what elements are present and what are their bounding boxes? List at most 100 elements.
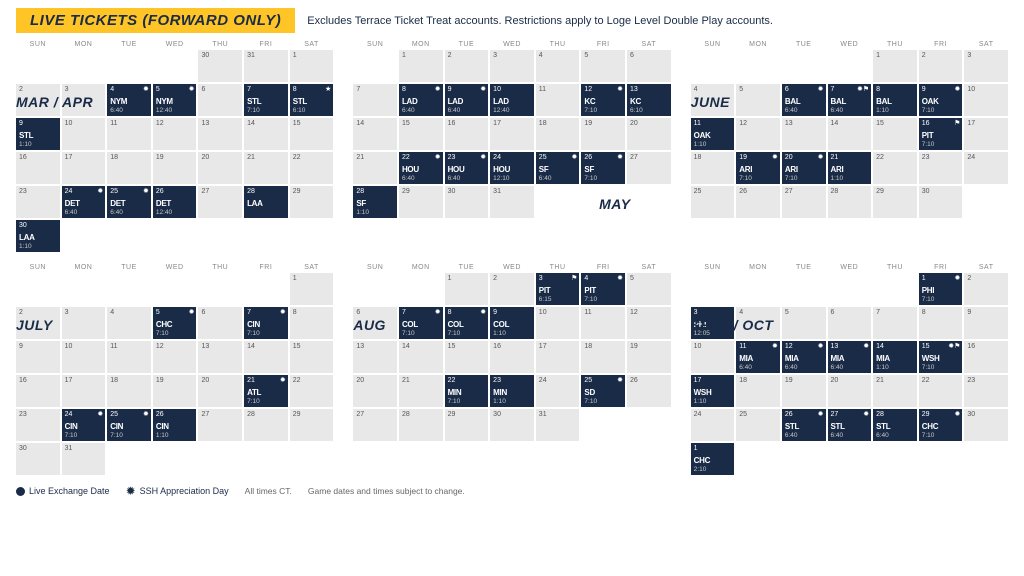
day-number: 23 xyxy=(19,188,27,195)
day-cell: 26 xyxy=(736,186,780,218)
day-number: 16 xyxy=(19,154,27,161)
dow-label: FRI xyxy=(581,41,625,48)
day-cell: 10LAD12:40 xyxy=(490,84,534,116)
game-time: 6:40 xyxy=(448,107,461,114)
day-cell: 21ATL7:10✹ xyxy=(244,375,288,407)
day-cell: 31 xyxy=(244,50,288,82)
legend-live: Live Exchange Date xyxy=(16,486,110,496)
day-number: 2 xyxy=(19,86,23,93)
day-cell: 20 xyxy=(828,375,872,407)
opponent: CHC xyxy=(694,456,710,465)
opponent: LAA xyxy=(247,199,263,208)
day-cell: 4NYM6:40✹ xyxy=(107,84,151,116)
day-number: 9 xyxy=(19,343,23,350)
day-number: 16 xyxy=(922,120,930,127)
opponent: STL xyxy=(876,422,890,431)
day-cell: 29 xyxy=(290,186,334,218)
day-cell xyxy=(62,50,106,82)
day-cell: 30 xyxy=(445,186,489,218)
dow-label: FRI xyxy=(244,264,288,271)
day-cell xyxy=(62,273,106,305)
day-cell: 27 xyxy=(198,409,242,441)
day-number: 11 xyxy=(584,309,591,316)
game-time: 6:40 xyxy=(831,432,844,439)
day-cell: 28 xyxy=(399,409,443,441)
day-number: 21 xyxy=(356,154,364,161)
day-number: 23 xyxy=(493,377,501,384)
day-number: 8 xyxy=(448,309,452,316)
day-number: 15 xyxy=(448,343,456,350)
day-number: 6 xyxy=(630,52,634,59)
day-number: 3 xyxy=(65,309,69,316)
day-icon: ✹ xyxy=(480,309,486,316)
day-number: 26 xyxy=(156,188,164,195)
day-cell: 11MIA6:40✹ xyxy=(736,341,780,373)
day-number: 28 xyxy=(831,188,839,195)
day-number: 25 xyxy=(584,377,592,384)
game-time: 7:10 xyxy=(584,398,597,405)
day-cell xyxy=(964,443,1008,475)
day-number: 14 xyxy=(876,343,884,350)
dow-label: WED xyxy=(153,41,197,48)
day-number: 7 xyxy=(247,309,251,316)
opponent: DET xyxy=(110,199,125,208)
day-cell: 8 xyxy=(919,307,963,339)
day-icon: ⚑ xyxy=(954,120,960,127)
day-cell: 2 xyxy=(445,50,489,82)
day-cell: 27STL6:40✹ xyxy=(828,409,872,441)
month-title: JULY xyxy=(16,317,53,333)
day-cell xyxy=(581,409,625,441)
day-cell xyxy=(828,273,872,305)
footer-note-2: Game dates and times subject to change. xyxy=(308,486,465,496)
day-cell xyxy=(919,443,963,475)
day-number: 2 xyxy=(448,52,452,59)
day-cell: 24 xyxy=(964,152,1008,184)
day-number: 30 xyxy=(19,445,27,452)
footer: Live Exchange Date ✹ SSH Appreciation Da… xyxy=(16,485,1008,497)
day-cell: 19 xyxy=(153,152,197,184)
dow-label: SAT xyxy=(627,264,671,271)
opponent: PIT xyxy=(539,286,551,295)
day-number: 10 xyxy=(539,309,547,316)
day-cell xyxy=(198,273,242,305)
day-number: 4 xyxy=(584,275,588,282)
day-icon: ✹ xyxy=(818,86,824,93)
opponent: STL xyxy=(785,422,799,431)
dow-label: TUE xyxy=(107,264,151,271)
opponent: NYM xyxy=(110,97,127,106)
day-cell: 12KC7:10✹ xyxy=(581,84,625,116)
day-cell: 17 xyxy=(964,118,1008,150)
month: SUNMONTUEWEDTHUFRISAT123PIT6:15⚑4PIT7:10… xyxy=(353,264,670,475)
day-cell xyxy=(353,273,397,305)
day-cell: 23MIN1:10 xyxy=(490,375,534,407)
dow-label: SUN xyxy=(691,264,735,271)
game-time: 7:10 xyxy=(922,107,935,114)
day-cell: 10 xyxy=(62,118,106,150)
opponent: ARI xyxy=(785,165,798,174)
opponent: MIN xyxy=(448,388,462,397)
day-cell xyxy=(107,443,151,475)
legend-live-label: Live Exchange Date xyxy=(29,486,110,496)
day-number: 5 xyxy=(739,86,743,93)
dow-label: WED xyxy=(153,264,197,271)
day-icon: ✹ xyxy=(572,154,578,161)
day-cell: 18 xyxy=(691,152,735,184)
calendar: 1PHI7:10✹23PHI12:054567891011MIA6:40✹12M… xyxy=(691,273,1008,475)
day-number: 24 xyxy=(65,188,73,195)
opponent: STL xyxy=(247,97,261,106)
day-number: 7 xyxy=(831,86,835,93)
day-icon: ✹ xyxy=(480,86,486,93)
day-cell: 18 xyxy=(107,152,151,184)
dow-label: SUN xyxy=(691,41,735,48)
day-number: 20 xyxy=(630,120,638,127)
month-title: MAR / APR xyxy=(16,94,93,110)
day-cell: 29 xyxy=(399,186,443,218)
game-time: 7:10 xyxy=(584,296,597,303)
day-cell: 20 xyxy=(198,375,242,407)
day-number: 6 xyxy=(785,86,789,93)
day-cell xyxy=(198,220,242,252)
dow-label: FRI xyxy=(919,41,963,48)
day-number: 18 xyxy=(110,377,118,384)
game-time: 7:10 xyxy=(584,107,597,114)
day-cell xyxy=(782,443,826,475)
